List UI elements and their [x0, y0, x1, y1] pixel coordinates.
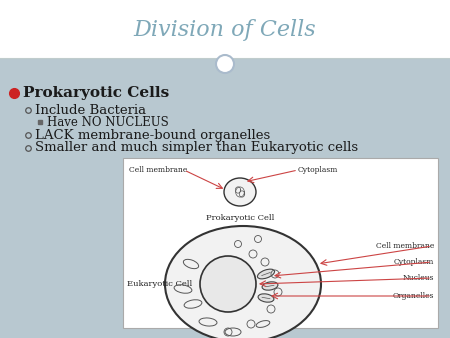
- Text: Cell membrane: Cell membrane: [129, 166, 187, 174]
- Text: Organelles: Organelles: [392, 292, 434, 300]
- Bar: [123, 158, 438, 328]
- Text: Division of Cells: Division of Cells: [134, 19, 316, 41]
- Ellipse shape: [257, 269, 274, 279]
- Text: Have NO NUCLEUS: Have NO NUCLEUS: [47, 116, 169, 128]
- Circle shape: [216, 55, 234, 73]
- Ellipse shape: [224, 178, 256, 206]
- Text: Prokaryotic Cells: Prokaryotic Cells: [23, 86, 169, 100]
- Bar: [0, 0, 450, 58]
- Text: Cytoplasm: Cytoplasm: [394, 258, 434, 266]
- Ellipse shape: [165, 226, 321, 338]
- Text: Nucleus: Nucleus: [402, 274, 434, 282]
- Text: Prokaryotic Cell: Prokaryotic Cell: [206, 214, 274, 222]
- Text: Include Bacteria: Include Bacteria: [35, 103, 146, 117]
- Text: Cytoplasm: Cytoplasm: [298, 166, 338, 174]
- Text: Eukaryotic Cell: Eukaryotic Cell: [127, 280, 192, 288]
- Bar: [0, 58, 450, 338]
- Circle shape: [200, 256, 256, 312]
- Ellipse shape: [262, 282, 278, 290]
- Text: Smaller and much simpler than Eukaryotic cells: Smaller and much simpler than Eukaryotic…: [35, 142, 358, 154]
- Text: Cell membrane: Cell membrane: [376, 242, 434, 250]
- Ellipse shape: [258, 294, 274, 302]
- Text: LACK membrane-bound organelles: LACK membrane-bound organelles: [35, 128, 270, 142]
